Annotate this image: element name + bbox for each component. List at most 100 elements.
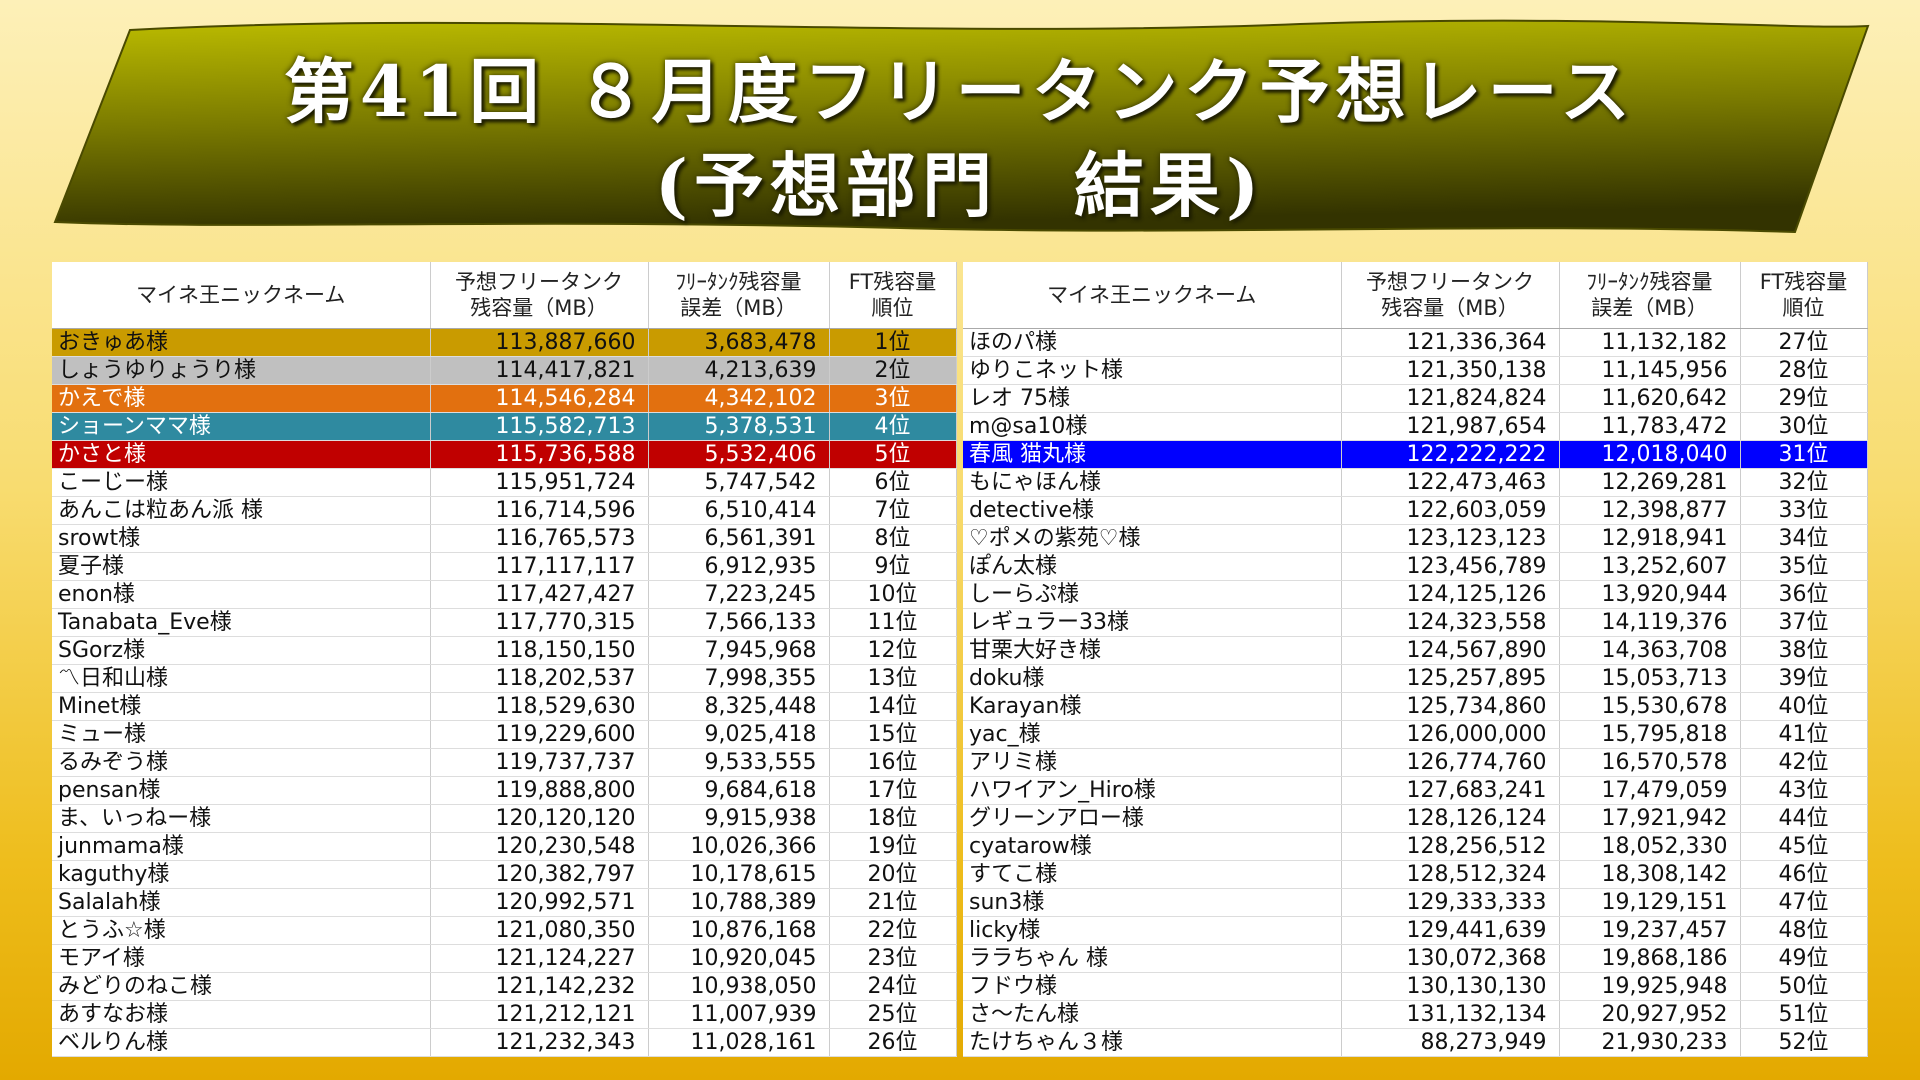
table-row: モアイ様 121,124,227 10,920,045 23位: [52, 944, 957, 973]
table-row: 夏子様 117,117,117 6,912,935 9位: [52, 552, 957, 581]
cell: doku様: [963, 664, 1342, 693]
cell: sun3様: [963, 888, 1342, 917]
cell: 40位: [1740, 692, 1868, 721]
header-text: 誤差（MB）: [680, 296, 797, 320]
cell: 19,129,151: [1559, 888, 1741, 917]
table-row: ハワイアン_Hiro様 127,683,241 17,479,059 43位: [963, 776, 1868, 805]
cell: 39位: [1740, 664, 1868, 693]
cell: ほのパ様: [963, 328, 1342, 357]
cell: 120,120,120: [430, 804, 649, 833]
cell: 51位: [1740, 1000, 1868, 1029]
cell: kaguthy様: [52, 860, 431, 889]
cell: 10,178,615: [648, 860, 830, 889]
cell: 9,684,618: [648, 776, 830, 805]
cell: 8,325,448: [648, 692, 830, 721]
cell: m@sa10様: [963, 412, 1342, 441]
cell: 23位: [829, 944, 957, 973]
cell: 120,230,548: [430, 832, 649, 861]
cell: 119,737,737: [430, 748, 649, 777]
table-row: 春風 猫丸様 122,222,222 12,018,040 31位: [963, 440, 1868, 469]
cell: ぽん太様: [963, 552, 1342, 581]
cell: detective様: [963, 496, 1342, 525]
table-row: あすなお様 121,212,121 11,007,939 25位: [52, 1000, 957, 1029]
cell: 49位: [1740, 944, 1868, 973]
table-row: Salalah様 120,992,571 10,788,389 21位: [52, 888, 957, 917]
header-text: 誤差（MB）: [1591, 296, 1708, 320]
cell: 119,888,800: [430, 776, 649, 805]
cell: 115,582,713: [430, 412, 649, 441]
cell: Minet様: [52, 692, 431, 721]
cell: 121,336,364: [1341, 328, 1560, 357]
cell: 120,382,797: [430, 860, 649, 889]
cell: 12,018,040: [1559, 440, 1741, 469]
cell: 121,124,227: [430, 944, 649, 973]
cell: 14,119,376: [1559, 608, 1741, 637]
header-text: FT残容量: [848, 270, 937, 294]
cell: 116,714,596: [430, 496, 649, 525]
cell: 6,561,391: [648, 524, 830, 553]
cell: さ～たん様: [963, 1000, 1342, 1029]
column-header: 予想フリータンク 残容量（MB）: [1341, 262, 1560, 329]
cell: 117,117,117: [430, 552, 649, 581]
cell: 10,938,050: [648, 972, 830, 1001]
table-row: グリーンアロー様 128,126,124 17,921,942 44位: [963, 804, 1868, 833]
cell: 4,213,639: [648, 356, 830, 385]
cell: 123,456,789: [1341, 552, 1560, 581]
cell: 15,530,678: [1559, 692, 1741, 721]
header-text: マイネ王ニックネーム: [1047, 283, 1257, 307]
table-row: フドウ様 130,130,130 19,925,948 50位: [963, 972, 1868, 1001]
header-row: マイネ王ニックネーム 予想フリータンク 残容量（MB） ﾌﾘｰﾀﾝｸ残容量 誤差（MB）…: [963, 262, 1868, 329]
cell: 43位: [1740, 776, 1868, 805]
cell: 129,441,639: [1341, 916, 1560, 945]
cell: 7,945,968: [648, 636, 830, 665]
cell: junmama様: [52, 832, 431, 861]
cell: 117,770,315: [430, 608, 649, 637]
cell: srowt様: [52, 524, 431, 553]
cell: 122,603,059: [1341, 496, 1560, 525]
cell: 13位: [829, 664, 957, 693]
cell: 10位: [829, 580, 957, 609]
table-row: ララちゃん 様 130,072,368 19,868,186 49位: [963, 944, 1868, 973]
column-header: FT残容量 順位: [829, 262, 957, 329]
cell: 18位: [829, 804, 957, 833]
column-header: ﾌﾘｰﾀﾝｸ残容量 誤差（MB）: [1559, 262, 1741, 329]
table-row: enon様 117,427,427 7,223,245 10位: [52, 580, 957, 609]
cell: 117,427,427: [430, 580, 649, 609]
cell: ララちゃん 様: [963, 944, 1342, 973]
cell: 128,256,512: [1341, 832, 1560, 861]
cell: 38位: [1740, 636, 1868, 665]
cell: 124,125,126: [1341, 580, 1560, 609]
cell: 18,308,142: [1559, 860, 1741, 889]
banner-shape: [53, 19, 1870, 234]
table-row: こーじー様 115,951,724 5,747,542 6位: [52, 468, 957, 497]
cell: 18,052,330: [1559, 832, 1741, 861]
cell: 3位: [829, 384, 957, 413]
header-text: 順位: [871, 296, 914, 320]
cell: 甘栗大好き様: [963, 636, 1342, 665]
cell: あんこは粒あん派 様: [52, 496, 431, 525]
cell: 126,000,000: [1341, 720, 1560, 749]
cell: 17,921,942: [1559, 804, 1741, 833]
cell: 12,269,281: [1559, 468, 1741, 497]
cell: グリーンアロー様: [963, 804, 1342, 833]
cell: 12位: [829, 636, 957, 665]
cell: モアイ様: [52, 944, 431, 973]
cell: 41位: [1740, 720, 1868, 749]
table-row: kaguthy様 120,382,797 10,178,615 20位: [52, 860, 957, 889]
cell: 10,920,045: [648, 944, 830, 973]
cell: 124,323,558: [1341, 608, 1560, 637]
cell: 16位: [829, 748, 957, 777]
header-text: 残容量（MB）: [1381, 296, 1519, 320]
title-line: 第41回 ８月度フリータンク予想レース: [283, 50, 1637, 133]
cell: 11,620,642: [1559, 384, 1741, 413]
cell: 14,363,708: [1559, 636, 1741, 665]
cell: 119,229,600: [430, 720, 649, 749]
table-row: Karayan様 125,734,860 15,530,678 40位: [963, 692, 1868, 721]
cell: 45位: [1740, 832, 1868, 861]
cell: 24位: [829, 972, 957, 1001]
cell: 5,532,406: [648, 440, 830, 469]
cell: 2位: [829, 356, 957, 385]
cell: かえで様: [52, 384, 431, 413]
cell: 118,150,150: [430, 636, 649, 665]
